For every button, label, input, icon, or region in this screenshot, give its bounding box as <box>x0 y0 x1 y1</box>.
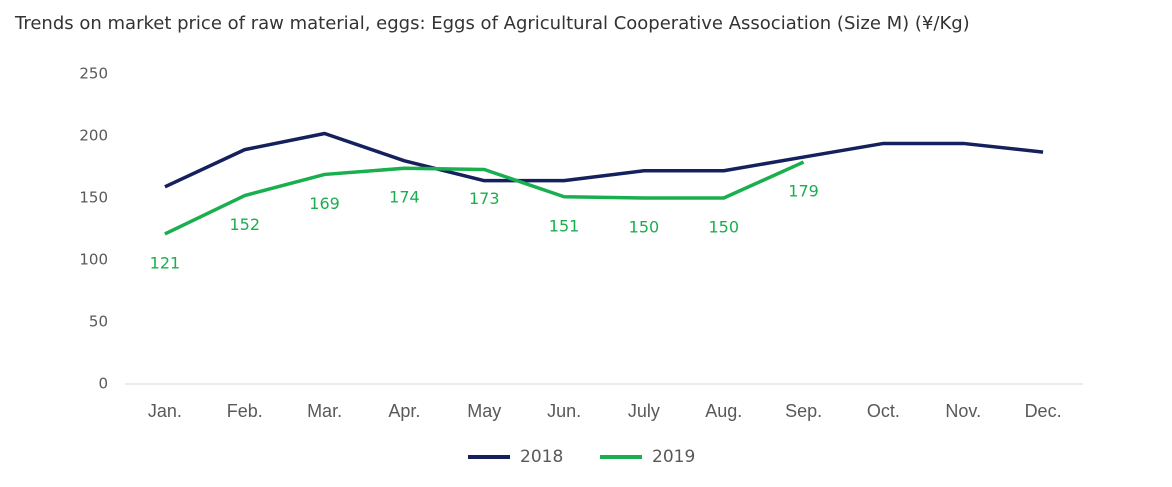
x-tick-label: Nov. <box>945 401 981 421</box>
data-label: 169 <box>309 194 340 213</box>
x-tick-label: May <box>467 401 501 421</box>
data-label: 179 <box>788 182 819 201</box>
legend-label: 2018 <box>520 447 563 467</box>
y-tick-label: 100 <box>79 251 108 269</box>
y-tick-label: 250 <box>79 65 108 83</box>
data-label: 150 <box>629 218 660 237</box>
x-tick-label: Feb. <box>227 401 263 421</box>
x-tick-label: Dec. <box>1025 401 1062 421</box>
data-label: 152 <box>229 215 260 234</box>
x-tick-label: Sep. <box>785 401 822 421</box>
data-label: 151 <box>549 216 580 235</box>
x-tick-label: Apr. <box>388 401 420 421</box>
data-label: 174 <box>389 188 420 207</box>
data-label: 121 <box>150 253 181 272</box>
x-tick-label: Aug. <box>705 401 742 421</box>
y-tick-label: 50 <box>89 313 108 331</box>
data-label: 173 <box>469 189 500 208</box>
x-tick-label: July <box>628 401 660 421</box>
x-tick-label: Jan. <box>148 401 182 421</box>
y-tick-label: 0 <box>98 375 108 393</box>
x-tick-label: Mar. <box>307 401 342 421</box>
data-label: 150 <box>708 218 739 237</box>
x-tick-label: Oct. <box>867 401 900 421</box>
series-line <box>164 131 1044 189</box>
y-tick-label: 150 <box>79 189 108 207</box>
legend-label: 2019 <box>652 447 695 467</box>
y-tick-label: 200 <box>79 127 108 145</box>
x-tick-label: Jun. <box>547 401 581 421</box>
chart-title: Trends on market price of raw material, … <box>14 13 970 34</box>
series-line <box>164 160 805 236</box>
